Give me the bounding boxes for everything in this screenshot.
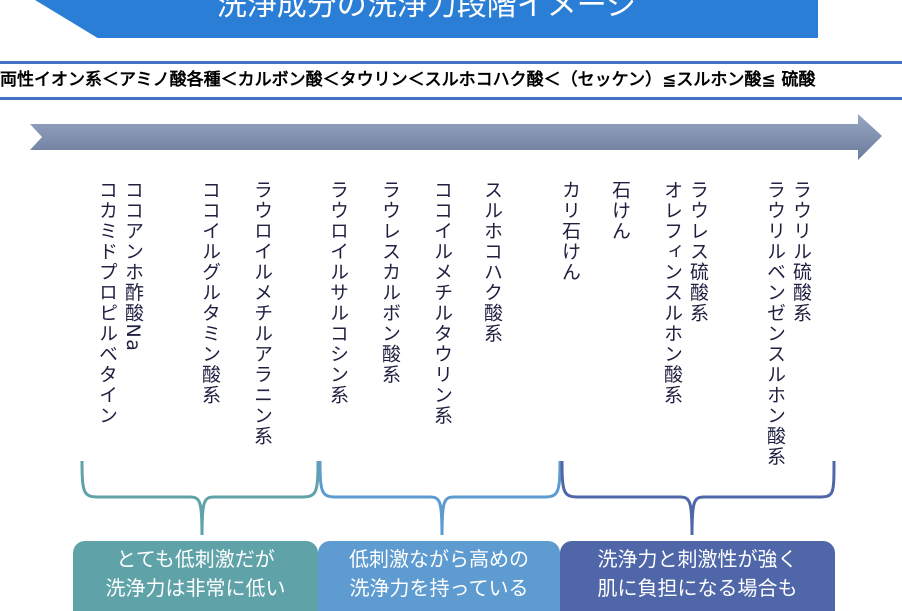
surfactant-column: ラウレスカルボン酸系 <box>379 180 401 385</box>
surfactant-column: ココアンホ酢酸Na コカミドプロピルベタイン <box>96 180 144 426</box>
surfactant-column: ココイルメチルタウリン系 <box>431 180 453 426</box>
group-box-high: 洗浄力と刺激性が強く 肌に負担になる場合も <box>560 541 835 611</box>
surfactant-column: スルホコハク酸系 <box>481 180 503 344</box>
surfactant-column: ココイルグルタミン酸系 <box>199 180 221 406</box>
brace-low <box>80 460 320 536</box>
title-banner <box>35 0 818 38</box>
divider <box>0 61 902 64</box>
surfactant-column: ラウロイルサルコシン系 <box>327 180 349 406</box>
surfactant-column: ラウレス硫酸系 オレフィンスルホン酸系 <box>661 180 709 406</box>
group-box-low: とても低刺激だが 洗浄力は非常に低い <box>73 541 318 611</box>
surfactant-column: カリ石けん <box>559 180 581 283</box>
strength-sequence: 両性イオン系＜アミノ酸各種＜カルボン酸＜タウリン＜スルホコハク酸＜（セッケン）≦… <box>0 70 816 90</box>
group-box-mid: 低刺激ながら高めの 洗浄力を持っている <box>318 541 560 611</box>
brace-mid <box>318 460 562 536</box>
strength-arrow <box>30 114 882 160</box>
page-title: 洗浄成分の洗浄力段階イメージ <box>216 0 637 23</box>
surfactant-column: ラウロイルメチルアラニン系 <box>251 180 273 447</box>
group-braces <box>80 460 836 536</box>
surfactant-column: ラウリル硫酸系 ラウリルベンゼンスルホン酸系 <box>764 180 812 467</box>
surfactant-column: 石けん <box>609 180 631 242</box>
brace-high <box>560 460 836 536</box>
divider <box>0 97 902 100</box>
